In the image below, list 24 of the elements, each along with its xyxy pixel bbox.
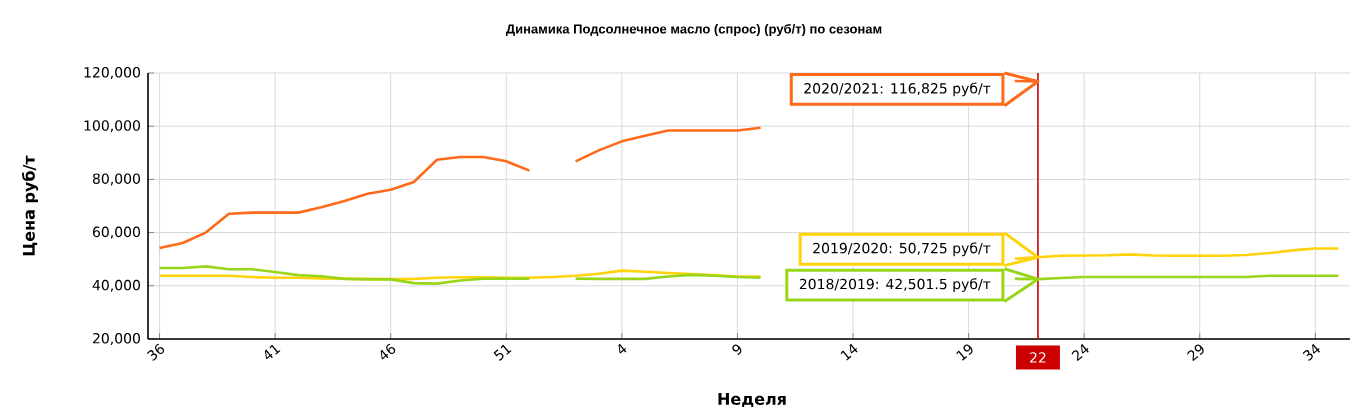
x-tick-label: 51 — [493, 344, 512, 361]
x-tick-label: 29 — [1187, 344, 1204, 362]
x-tick-label: 19 — [956, 344, 973, 361]
annotation: 2018/2019: 42,501.5 руб/т — [799, 278, 991, 293]
x-axis-title: Неделя — [718, 393, 786, 407]
y-tick-label: 80,000 — [92, 173, 140, 186]
annotation: 2019/2020: 50,725 руб/т — [813, 242, 991, 257]
y-tick-label: 100,000 — [84, 120, 140, 133]
y-tick-label: 40,000 — [92, 279, 140, 292]
x-tick-label: 22 — [1030, 352, 1046, 363]
x-tick-label: 41 — [264, 344, 281, 360]
x-tick-label: 46 — [380, 343, 396, 360]
chart-title: Динамика Подсолнечное масло (спрос) (руб/т) по сезонам — [505, 23, 882, 37]
y-tick-label: 120,000 — [84, 66, 140, 80]
x-tick-label: 14 — [840, 343, 858, 361]
x-tick-label: 9 — [732, 344, 742, 355]
x-tick-label: 36 — [146, 343, 165, 361]
y-tick-label: 20,000 — [93, 332, 140, 345]
x-tick-label: 34 — [1302, 343, 1320, 361]
y-axis-title: Цена руб/т — [21, 155, 39, 256]
annotation: 2020/2021: 116,825 руб/т — [804, 82, 991, 97]
x-tick-label: 4 — [618, 343, 627, 354]
y-tick-label: 60,000 — [92, 226, 140, 239]
x-tick-label: 24 — [1071, 343, 1089, 362]
